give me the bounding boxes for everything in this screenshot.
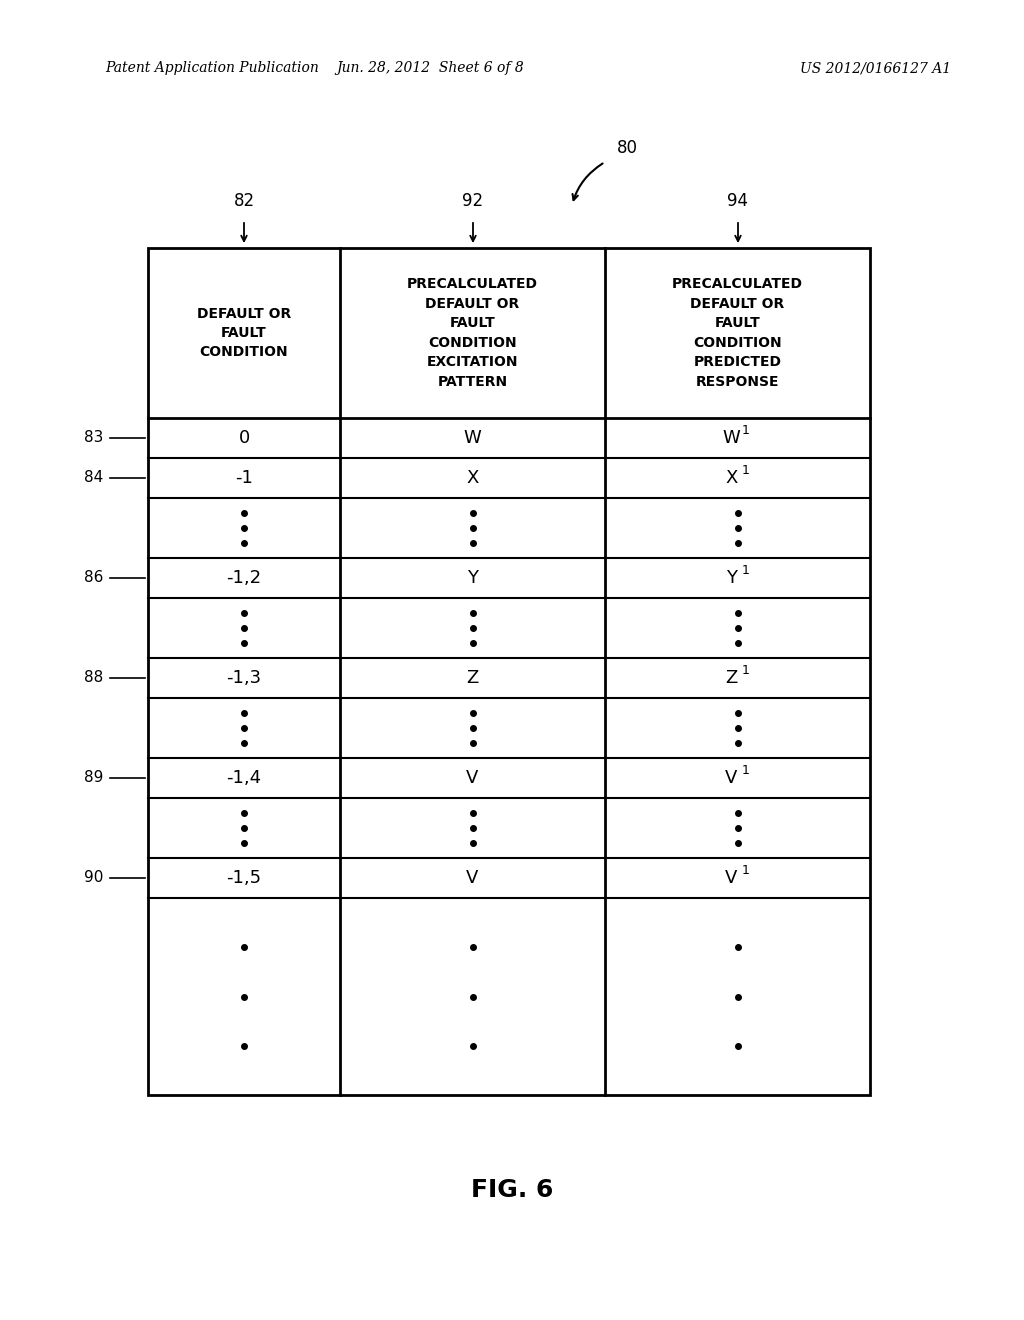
Text: V: V bbox=[466, 869, 478, 887]
Text: FIG. 6: FIG. 6 bbox=[471, 1177, 553, 1203]
Text: X: X bbox=[725, 469, 737, 487]
Text: 80: 80 bbox=[617, 139, 638, 157]
Text: -1,5: -1,5 bbox=[226, 869, 261, 887]
Text: PRECALCULATED
DEFAULT OR
FAULT
CONDITION
PREDICTED
RESPONSE: PRECALCULATED DEFAULT OR FAULT CONDITION… bbox=[672, 277, 803, 389]
Text: 90: 90 bbox=[84, 870, 103, 886]
Text: 1: 1 bbox=[741, 564, 750, 577]
Text: 1: 1 bbox=[741, 424, 750, 437]
Text: Y: Y bbox=[726, 569, 737, 587]
Text: V: V bbox=[466, 770, 478, 787]
Text: Z: Z bbox=[725, 669, 737, 686]
Text: 88: 88 bbox=[84, 671, 103, 685]
Text: V: V bbox=[725, 869, 737, 887]
Text: Jun. 28, 2012  Sheet 6 of 8: Jun. 28, 2012 Sheet 6 of 8 bbox=[336, 61, 524, 75]
Text: 1: 1 bbox=[741, 463, 750, 477]
Text: PRECALCULATED
DEFAULT OR
FAULT
CONDITION
EXCITATION
PATTERN: PRECALCULATED DEFAULT OR FAULT CONDITION… bbox=[407, 277, 538, 389]
Text: 1: 1 bbox=[741, 863, 750, 876]
Text: DEFAULT OR
FAULT
CONDITION: DEFAULT OR FAULT CONDITION bbox=[197, 306, 291, 359]
Text: 89: 89 bbox=[84, 771, 103, 785]
Text: 0: 0 bbox=[239, 429, 250, 447]
Text: -1,4: -1,4 bbox=[226, 770, 261, 787]
Text: X: X bbox=[466, 469, 478, 487]
Bar bbox=[148, 248, 870, 1096]
Text: US 2012/0166127 A1: US 2012/0166127 A1 bbox=[800, 61, 951, 75]
Text: Y: Y bbox=[467, 569, 478, 587]
Text: 86: 86 bbox=[84, 570, 103, 586]
Text: W: W bbox=[464, 429, 481, 447]
Text: -1,2: -1,2 bbox=[226, 569, 261, 587]
Text: W: W bbox=[723, 429, 740, 447]
Text: 83: 83 bbox=[84, 430, 103, 446]
Text: Patent Application Publication: Patent Application Publication bbox=[105, 61, 318, 75]
Text: 1: 1 bbox=[741, 664, 750, 676]
Text: V: V bbox=[725, 770, 737, 787]
Text: -1: -1 bbox=[236, 469, 253, 487]
Text: 92: 92 bbox=[463, 191, 483, 210]
Text: 94: 94 bbox=[727, 191, 749, 210]
Text: Z: Z bbox=[466, 669, 478, 686]
Text: -1,3: -1,3 bbox=[226, 669, 261, 686]
Text: 84: 84 bbox=[84, 470, 103, 486]
Text: 1: 1 bbox=[741, 763, 750, 776]
Text: 82: 82 bbox=[233, 191, 255, 210]
